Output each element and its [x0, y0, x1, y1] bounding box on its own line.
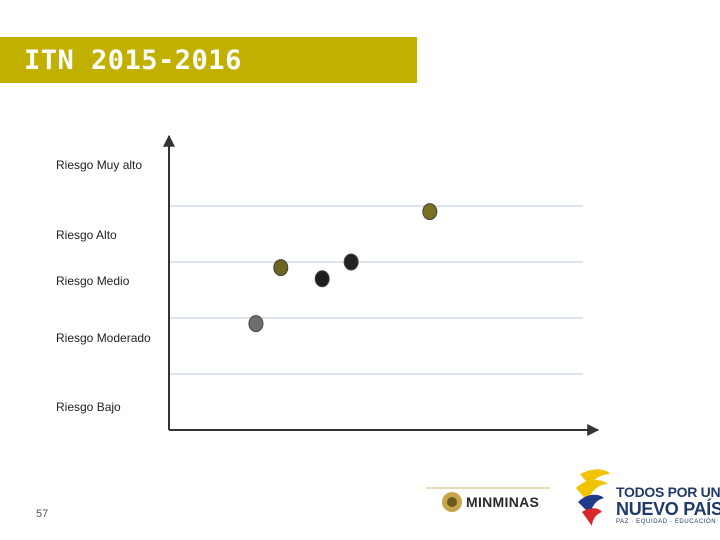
colombia-flag-swoosh-icon — [576, 469, 610, 526]
band-label-alto: Riesgo Alto — [56, 228, 117, 242]
data-point-4 — [343, 253, 359, 271]
minminas-text: MINMINAS — [466, 494, 540, 510]
page-title: ITN 2015-2016 — [24, 45, 242, 76]
band-label-bajo: Riesgo Bajo — [56, 400, 121, 414]
minminas-emblem-icon — [426, 487, 550, 512]
page-number: 57 — [36, 508, 49, 520]
minminas-logo: MINMINAS — [426, 486, 550, 516]
title-bar: ITN 2015-2016 — [0, 37, 417, 83]
data-point-1 — [248, 315, 264, 333]
tpun-line2: NUEVO PAÍS — [616, 499, 720, 519]
band-label-medio: Riesgo Medio — [56, 274, 130, 288]
band-label-muy-alto: Riesgo Muy alto — [56, 158, 143, 172]
data-point-3 — [314, 270, 330, 288]
data-point-2 — [273, 259, 289, 277]
tpun-line3: PAZ · EQUIDAD · EDUCACIÓN — [616, 519, 717, 525]
todos-por-un-nuevo-pais-logo: TODOS POR UN NUEVO PAÍS PAZ · EQUIDAD · … — [570, 466, 720, 530]
data-point-5 — [422, 203, 438, 221]
tpun-line1: TODOS POR UN — [616, 484, 720, 500]
band-label-moderado: Riesgo Moderado — [56, 331, 151, 345]
